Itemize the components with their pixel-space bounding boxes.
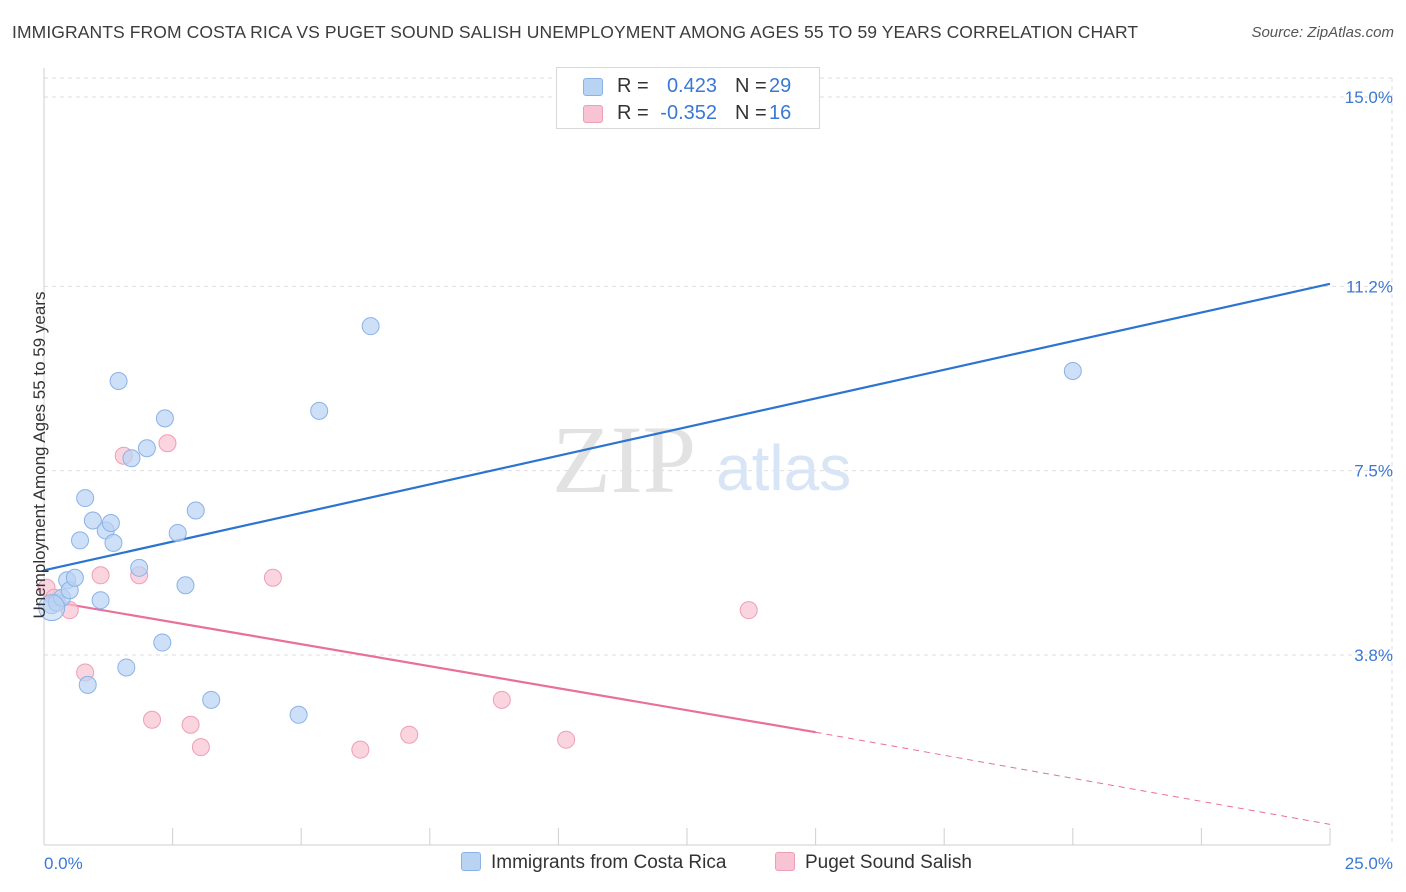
point-costa-rica — [186, 501, 205, 520]
point-costa-rica — [71, 531, 90, 550]
point-costa-rica — [117, 658, 136, 677]
point-costa-rica — [361, 317, 380, 336]
point-costa-rica — [83, 511, 102, 530]
legend-row-costa-rica: R = 0.423 N = 29 — [557, 74, 819, 100]
point-costa-rica — [104, 533, 123, 552]
legend-r-label: R = — [617, 75, 649, 97]
point-costa-rica — [153, 633, 172, 652]
point-puget-sound — [351, 740, 370, 759]
point-puget-sound — [191, 738, 210, 757]
point-costa-rica — [76, 489, 95, 508]
point-puget-sound — [158, 434, 177, 453]
legend-swatch-pink — [775, 852, 795, 871]
legend-swatch-blue — [583, 78, 603, 96]
point-puget-sound — [263, 568, 282, 587]
legend-item-puget-sound[interactable]: Puget Sound Salish — [775, 852, 972, 874]
trendline-puget-sound-extension — [815, 731, 1331, 825]
series-legend: Immigrants from Costa Rica Puget Sound S… — [0, 852, 1406, 878]
point-costa-rica — [137, 439, 156, 458]
point-costa-rica — [101, 513, 120, 532]
point-puget-sound — [739, 601, 758, 620]
point-costa-rica — [130, 558, 149, 577]
point-costa-rica — [65, 568, 84, 587]
watermark-zip: ZIP — [552, 406, 696, 513]
legend-n-value: 29 — [769, 75, 792, 97]
ticklabel-layer: 3.8% 7.5% 11.2% 15.0% 0.0% 25.0% — [44, 88, 1393, 873]
point-puget-sound — [400, 725, 419, 744]
watermark: ZIP atlas — [552, 406, 851, 513]
legend-r-value: -0.352 — [660, 102, 717, 124]
point-costa-rica — [1063, 362, 1082, 381]
legend-label-costa-rica: Immigrants from Costa Rica — [491, 852, 727, 873]
trendline-puget-sound — [43, 599, 816, 734]
legend-r-value: 0.423 — [666, 75, 717, 97]
y-tick-label: 7.5% — [1354, 462, 1393, 481]
legend-r-label: R = — [617, 102, 649, 124]
trend-layer — [43, 282, 1331, 825]
point-puget-sound — [91, 566, 110, 585]
points-layer — [37, 317, 1082, 759]
legend-n-label: N = — [735, 75, 767, 97]
point-puget-sound — [492, 690, 511, 709]
point-costa-rica — [122, 449, 141, 468]
source-credit: Source: ZipAtlas.com — [1251, 24, 1394, 41]
point-costa-rica — [310, 401, 329, 420]
point-costa-rica — [202, 690, 221, 709]
point-costa-rica — [176, 576, 195, 595]
point-puget-sound — [143, 710, 162, 729]
y-axis-label: Unemployment Among Ages 55 to 59 years — [30, 291, 49, 619]
point-costa-rica — [289, 705, 308, 724]
legend-n-label: N = — [735, 102, 767, 124]
correlation-legend: R = 0.423 N = 29 R = -0.352 N = 16 — [556, 67, 820, 129]
point-costa-rica — [109, 371, 128, 390]
y-tick-label: 11.2% — [1346, 277, 1393, 296]
watermark-atlas: atlas — [716, 432, 851, 504]
axis-layer — [43, 68, 1331, 846]
chart-title: IMMIGRANTS FROM COSTA RICA VS PUGET SOUN… — [12, 22, 1139, 42]
point-puget-sound — [557, 730, 576, 749]
y-tick-label: 3.8% — [1354, 646, 1393, 665]
x-tick-label: 25.0% — [1345, 854, 1393, 873]
trendline-costa-rica — [43, 282, 1331, 572]
point-costa-rica — [155, 409, 174, 428]
legend-label-puget-sound: Puget Sound Salish — [805, 852, 972, 873]
point-puget-sound — [181, 715, 200, 734]
point-costa-rica — [91, 591, 110, 610]
legend-row-puget-sound: R = -0.352 N = 16 — [557, 101, 819, 127]
legend-item-costa-rica[interactable]: Immigrants from Costa Rica — [461, 852, 726, 874]
legend-n-value: 16 — [769, 102, 792, 124]
point-costa-rica — [168, 523, 187, 542]
y-tick-label: 15.0% — [1345, 88, 1393, 107]
x-tick-label: 0.0% — [44, 854, 83, 873]
legend-swatch-pink — [583, 105, 603, 123]
legend-swatch-blue — [461, 852, 481, 871]
point-costa-rica-cluster — [38, 594, 66, 622]
point-costa-rica — [78, 675, 97, 694]
